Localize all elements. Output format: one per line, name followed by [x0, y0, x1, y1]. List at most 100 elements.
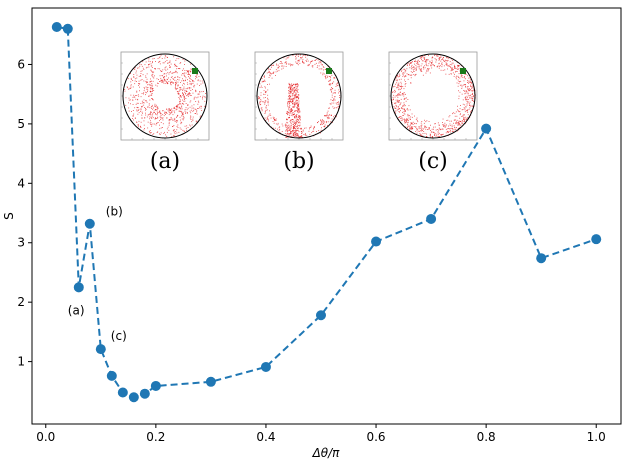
inset-point — [168, 73, 170, 75]
inset-point — [287, 105, 288, 107]
inset-point — [137, 99, 139, 101]
inset-point — [400, 116, 402, 118]
inset-point — [182, 114, 184, 116]
inset-point — [145, 67, 147, 69]
inset-point — [339, 95, 341, 96]
inset-point — [416, 63, 418, 64]
inset-point — [155, 118, 157, 119]
inset-point — [458, 122, 460, 124]
inset-point — [183, 79, 184, 81]
inset-panel: (b) — [254, 51, 344, 174]
inset-point — [180, 103, 182, 105]
inset-point — [402, 108, 403, 110]
inset-point — [150, 111, 152, 113]
inset-point — [293, 105, 295, 107]
inset-point — [412, 68, 414, 70]
inset-point — [198, 93, 200, 95]
inset-point — [150, 111, 152, 113]
inset-point — [427, 68, 429, 70]
inset-point — [163, 76, 165, 78]
inset-point — [181, 106, 183, 108]
inset-point — [299, 136, 300, 138]
inset-point — [295, 115, 297, 117]
inset-point — [414, 115, 415, 117]
inset-point — [128, 87, 130, 89]
inset-point — [327, 117, 329, 119]
inset-point — [407, 119, 408, 121]
inset-point — [181, 105, 183, 107]
inset-point — [309, 128, 310, 130]
inset-point — [197, 100, 199, 102]
inset-point — [320, 62, 322, 63]
inset-point — [171, 111, 173, 113]
inset-point — [434, 133, 436, 135]
inset-point — [168, 124, 170, 126]
inset-point — [324, 124, 326, 126]
inset-point — [287, 135, 289, 137]
inset-point — [177, 124, 179, 126]
inset-point — [295, 89, 297, 91]
inset-point — [186, 129, 187, 131]
inset-point — [472, 86, 474, 88]
inset-point — [285, 129, 287, 131]
inset-point — [420, 70, 422, 72]
inset-point — [164, 61, 166, 63]
inset-point — [409, 125, 411, 127]
inset-point — [315, 59, 317, 60]
inset-point — [204, 100, 206, 102]
inset-point — [143, 102, 145, 103]
inset-point — [300, 135, 302, 137]
inset-point — [467, 93, 469, 95]
inset-point — [459, 81, 461, 83]
inset-point — [417, 121, 419, 123]
inset-point — [290, 92, 292, 93]
inset-point — [137, 124, 139, 126]
inset-point — [179, 87, 180, 89]
inset-point — [403, 74, 404, 76]
inset-point — [470, 85, 471, 87]
inset-point — [260, 85, 262, 87]
inset-point — [293, 125, 295, 127]
inset-point — [404, 97, 406, 99]
inset-point — [172, 120, 174, 121]
inset-point — [406, 118, 408, 120]
inset-point — [174, 65, 176, 67]
inset-point — [145, 94, 146, 96]
inset-point — [471, 96, 473, 97]
inset-point — [134, 83, 136, 85]
inset-point — [292, 97, 294, 99]
inset-point — [316, 67, 318, 68]
inset-point — [434, 135, 436, 136]
inset-point — [182, 73, 183, 74]
inset-point — [152, 62, 153, 64]
inset-point — [329, 117, 330, 119]
inset-point — [288, 90, 290, 91]
inset-point — [161, 81, 163, 83]
inset-point — [406, 119, 408, 121]
inset-point — [151, 106, 152, 108]
inset-point — [465, 97, 467, 99]
inset-point — [407, 115, 409, 117]
inset-point — [463, 118, 465, 120]
inset-point — [296, 102, 298, 104]
inset-point — [147, 121, 149, 123]
inset-point — [124, 90, 126, 92]
inset-point — [305, 60, 307, 61]
inset-point — [451, 120, 452, 122]
inset-point — [463, 90, 465, 91]
inset-point — [458, 73, 460, 75]
inset-point — [418, 130, 420, 132]
inset-point — [449, 65, 450, 67]
inset-point — [410, 122, 412, 123]
inset-point — [414, 63, 415, 65]
inset-point — [295, 121, 296, 123]
inset-point — [155, 118, 157, 119]
inset-point — [286, 133, 288, 135]
inset-point — [152, 99, 154, 101]
inset-point — [191, 105, 193, 107]
inset-point — [320, 121, 322, 123]
inset-point — [282, 125, 284, 127]
inset-point — [464, 107, 466, 109]
inset-point — [414, 59, 416, 61]
inset-point — [441, 134, 443, 136]
